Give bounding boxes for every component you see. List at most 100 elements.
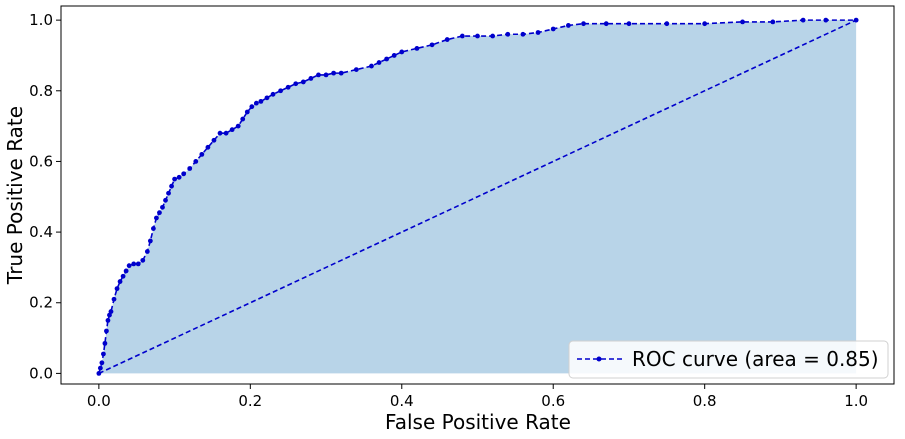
- y-tick-label: 0.8: [29, 82, 53, 100]
- roc-point: [108, 309, 114, 314]
- roc-point: [169, 183, 174, 189]
- x-tick-label: 0.4: [390, 392, 414, 410]
- roc-point: [117, 279, 123, 284]
- roc-point: [278, 88, 284, 94]
- roc-point: [240, 116, 246, 122]
- roc-point: [770, 19, 776, 25]
- roc-point: [823, 17, 829, 23]
- y-tick-label: 0.4: [29, 223, 53, 241]
- roc-point: [429, 42, 435, 48]
- legend: ROC curve (area = 0.85): [568, 340, 889, 379]
- roc-point: [135, 261, 141, 267]
- roc-point: [235, 123, 241, 129]
- roc-point: [293, 81, 299, 87]
- roc-point: [140, 257, 146, 263]
- roc-point: [102, 340, 108, 346]
- y-tick-label: 0.0: [29, 364, 53, 382]
- roc-point: [300, 79, 306, 85]
- roc-point: [331, 70, 337, 76]
- roc-point: [565, 23, 571, 28]
- roc-point: [369, 63, 374, 69]
- roc-point: [323, 72, 329, 78]
- roc-point: [244, 109, 250, 115]
- roc-point: [166, 190, 171, 196]
- roc-point: [97, 365, 103, 371]
- roc-point: [581, 21, 586, 27]
- roc-point: [338, 70, 344, 76]
- roc-point: [459, 33, 465, 39]
- roc-point: [520, 31, 526, 37]
- roc-point: [800, 17, 806, 23]
- roc-point: [114, 286, 120, 292]
- y-tick-label: 0.6: [29, 152, 53, 170]
- roc-point: [505, 31, 511, 37]
- roc-point: [105, 318, 111, 323]
- roc-point: [285, 84, 291, 90]
- roc-point: [147, 238, 153, 244]
- roc-point: [391, 53, 397, 58]
- roc-point: [126, 263, 132, 269]
- roc-curve-line: [98, 19, 857, 374]
- roc-point: [160, 204, 165, 210]
- roc-point: [270, 91, 276, 97]
- x-tick-label: 0.6: [541, 392, 565, 410]
- roc-point: [384, 56, 390, 62]
- roc-point: [199, 151, 205, 157]
- roc-point: [154, 215, 159, 221]
- roc-point: [316, 72, 321, 78]
- roc-point: [702, 21, 708, 27]
- roc-point: [253, 100, 259, 106]
- roc-point: [264, 95, 270, 101]
- roc-point: [626, 21, 632, 27]
- legend-box: [568, 340, 889, 379]
- roc-point: [101, 351, 106, 357]
- roc-point: [104, 328, 109, 334]
- roc-point: [475, 33, 480, 39]
- roc-point: [414, 45, 420, 51]
- roc-point: [131, 261, 137, 267]
- roc-point: [193, 159, 199, 164]
- roc-point: [229, 127, 235, 133]
- roc-point: [223, 130, 229, 136]
- roc-point: [535, 30, 541, 35]
- roc-point: [603, 21, 609, 27]
- x-tick-label: 0.0: [87, 392, 111, 410]
- roc-point: [163, 197, 168, 203]
- roc-point: [258, 98, 264, 104]
- y-tick-label: 0.2: [29, 294, 53, 312]
- roc-point: [211, 137, 217, 143]
- x-tick-label: 0.2: [238, 392, 262, 410]
- roc-point: [399, 49, 405, 55]
- roc-point: [740, 19, 745, 25]
- roc-point: [96, 371, 102, 376]
- roc-point: [187, 166, 193, 171]
- roc-point: [308, 76, 314, 81]
- legend-label: ROC curve (area = 0.85): [632, 347, 879, 371]
- roc-point: [444, 37, 450, 42]
- y-tick-label: 1.0: [29, 11, 53, 29]
- roc-point: [123, 268, 129, 274]
- roc-point: [853, 17, 859, 23]
- roc-point: [376, 60, 382, 65]
- roc-point: [205, 144, 211, 150]
- roc-point: [550, 26, 556, 32]
- roc-point: [176, 174, 182, 180]
- plot-frame: [60, 5, 895, 385]
- roc-point: [111, 296, 117, 302]
- x-tick-label: 0.8: [693, 392, 717, 410]
- roc-point: [664, 21, 670, 27]
- roc-point: [249, 104, 255, 110]
- roc-point: [144, 249, 150, 254]
- roc-point: [120, 273, 126, 279]
- x-axis-label: False Positive Rate: [385, 410, 571, 434]
- roc-point: [157, 210, 162, 216]
- roc-point: [172, 176, 177, 182]
- roc-point: [353, 67, 359, 72]
- diagonal-reference-line: [98, 19, 857, 375]
- legend-marker-swatch: [596, 356, 602, 362]
- y-axis-label: True Positive Rate: [3, 106, 27, 285]
- roc-point: [217, 130, 223, 136]
- roc-point: [99, 360, 105, 366]
- roc-point: [490, 33, 496, 39]
